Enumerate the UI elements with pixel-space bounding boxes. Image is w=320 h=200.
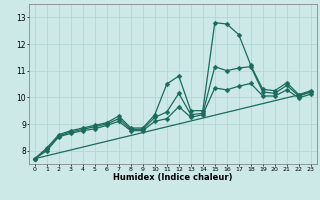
X-axis label: Humidex (Indice chaleur): Humidex (Indice chaleur) xyxy=(113,173,233,182)
